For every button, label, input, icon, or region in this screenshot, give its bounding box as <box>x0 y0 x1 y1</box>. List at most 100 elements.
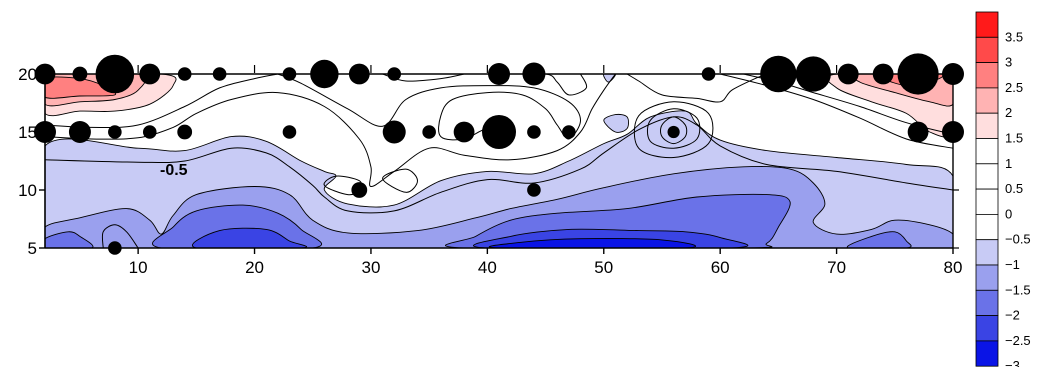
sample-point-11 <box>522 62 546 86</box>
contour-region-8 <box>488 238 696 248</box>
colorbar-swatch-9 <box>975 239 999 266</box>
x-tick-label: 20 <box>245 258 264 277</box>
colorbar-swatch-0 <box>975 11 999 38</box>
sample-point-15 <box>837 63 859 85</box>
contour-line-1 <box>45 74 616 188</box>
sample-point-4 <box>177 67 192 81</box>
contour-region-5 <box>846 231 912 248</box>
colorbar-swatch-2 <box>975 62 999 89</box>
contour-region-6 <box>192 227 308 248</box>
sample-point-28 <box>482 115 516 149</box>
contour-region-2 <box>45 231 94 248</box>
sample-point-36 <box>108 241 122 255</box>
colorbar-label: −1.5 <box>1005 282 1031 297</box>
sample-point-5 <box>212 67 227 81</box>
colorbar-label: 1 <box>1005 156 1012 171</box>
y-tick-label: 10 <box>18 181 37 200</box>
y-tick-label: 5 <box>28 239 37 258</box>
colorbar-swatch-11 <box>975 289 999 316</box>
sample-point-31 <box>667 125 680 139</box>
sample-point-24 <box>282 125 297 139</box>
colorbar-label: 0 <box>1005 206 1012 221</box>
sample-point-26 <box>422 125 436 139</box>
contour-line-6 <box>626 74 767 103</box>
contour-region-16 <box>603 113 629 133</box>
sample-point-8 <box>348 63 370 85</box>
colorbar-swatch-7 <box>975 188 999 215</box>
colorbar-swatch-1 <box>975 36 999 63</box>
contour-lines <box>45 74 953 248</box>
sample-point-35 <box>527 183 541 197</box>
colorbar-swatch-4 <box>975 112 999 139</box>
contour-line-3 <box>277 74 582 141</box>
colorbar-swatch-5 <box>975 138 999 165</box>
sample-point-21 <box>108 125 122 139</box>
sample-point-2 <box>95 54 135 94</box>
colorbar-label: 3.5 <box>1005 29 1023 44</box>
colorbar-swatch-8 <box>975 213 999 241</box>
sample-point-19 <box>34 121 56 143</box>
sample-point-14 <box>795 56 831 92</box>
contour-line-11 <box>720 74 953 149</box>
sample-point-17 <box>897 53 939 95</box>
x-tick-label: 80 <box>944 258 963 277</box>
sample-point-34 <box>351 182 368 198</box>
contour-line-7 <box>660 116 688 145</box>
sample-point-0 <box>34 63 56 85</box>
colorbar-label: 3 <box>1005 55 1012 70</box>
y-tick-label: 15 <box>18 123 37 142</box>
sample-point-3 <box>139 63 161 85</box>
sample-point-25 <box>382 120 406 144</box>
sample-point-18 <box>942 63 964 85</box>
colorbar-swatch-3 <box>975 87 999 114</box>
sample-point-16 <box>872 63 894 85</box>
colorbar-label: −0.5 <box>1005 232 1031 247</box>
contour-line-5 <box>499 74 588 96</box>
x-tick-label: 60 <box>711 258 730 277</box>
contour-label: -0.5 <box>160 162 188 179</box>
contour-line-2 <box>45 74 278 129</box>
sample-point-7 <box>310 59 339 89</box>
contour-line-9 <box>633 101 714 159</box>
sample-point-22 <box>142 125 157 139</box>
contour-line-14 <box>382 168 419 193</box>
sample-point-27 <box>453 121 475 143</box>
x-tick-label: 30 <box>361 258 380 277</box>
sample-point-30 <box>562 125 576 139</box>
contour-line-0 <box>45 116 953 214</box>
sample-point-9 <box>387 67 402 81</box>
x-tick-label: 70 <box>827 258 846 277</box>
colorbar-swatch-6 <box>975 163 999 190</box>
contour-region-15 <box>603 74 616 83</box>
contour-line-8 <box>646 108 701 149</box>
colorbar-label: 0.5 <box>1005 181 1023 196</box>
sample-point-32 <box>907 121 929 143</box>
sample-point-10 <box>488 63 510 85</box>
contour-line-12 <box>101 224 139 248</box>
sample-point-13 <box>760 55 797 93</box>
x-tick-label: 50 <box>594 258 613 277</box>
y-tick-label: 20 <box>18 65 37 84</box>
sample-point-20 <box>68 121 91 143</box>
colorbar-label: 2.5 <box>1005 80 1023 95</box>
colorbar: 3.5 3 2.5 2 1.5 1 0.5 0 −0.5 −1 −1.5 −2 −2.5 −3 <box>975 11 1031 372</box>
sample-point-6 <box>282 67 297 81</box>
sample-point-23 <box>177 124 193 140</box>
x-tick-label: 40 <box>478 258 497 277</box>
colorbar-label: −3 <box>1005 358 1020 367</box>
sample-point-29 <box>527 125 541 139</box>
colorbar-swatch-12 <box>975 315 999 342</box>
sample-point-1 <box>72 66 88 82</box>
x-tick-label: 10 <box>129 258 148 277</box>
sample-points <box>34 53 964 255</box>
colorbar-swatch-13 <box>975 340 999 367</box>
sample-point-12 <box>701 67 716 81</box>
colorbar-label: −2 <box>1005 308 1020 323</box>
colorbar-label: −2.5 <box>1005 333 1031 348</box>
colorbar-label: −1 <box>1005 257 1020 272</box>
colorbar-label: 1.5 <box>1005 131 1023 146</box>
colorbar-label: 2 <box>1005 105 1012 120</box>
colorbar-swatch-10 <box>975 264 999 291</box>
